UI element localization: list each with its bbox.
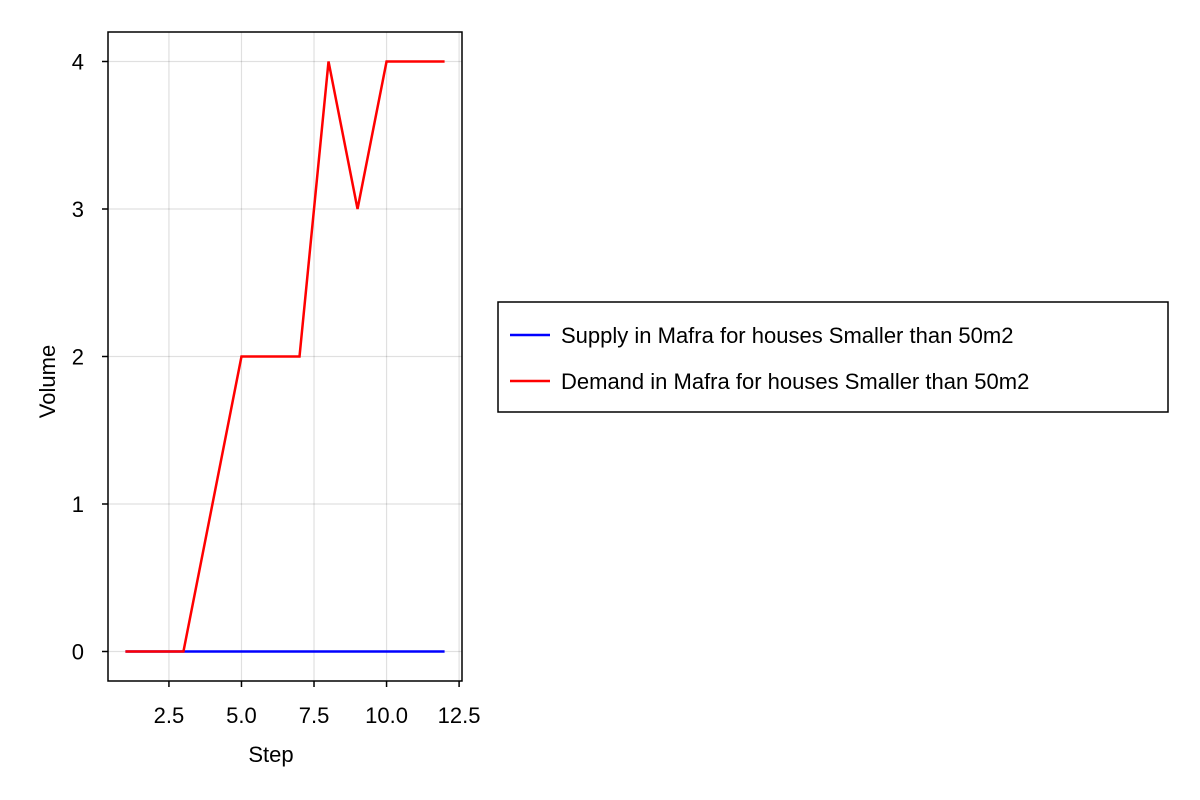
x-tick-label: 5.0 [226,703,257,728]
x-tick-label: 7.5 [299,703,330,728]
x-axis: 2.5 5.0 7.5 10.0 12.5 [154,681,481,728]
legend-items: Supply in Mafra for houses Smaller than … [510,323,1029,394]
y-tick-label: 1 [72,492,84,517]
legend-label: Demand in Mafra for houses Smaller than … [561,369,1029,394]
legend-label: Supply in Mafra for houses Smaller than … [561,323,1013,348]
legend: Supply in Mafra for houses Smaller than … [497,301,1169,413]
y-tick-label: 0 [72,640,84,665]
y-tick-label: 3 [72,197,84,222]
y-axis-title: Volume [35,345,60,418]
x-tick-label: 12.5 [438,703,481,728]
x-tick-label: 2.5 [154,703,185,728]
series-line-demand [125,60,445,653]
x-axis-title: Step [248,742,293,767]
legend-box [497,301,1169,413]
y-axis: 0 1 2 3 4 [72,50,108,665]
series-layer [125,60,445,653]
y-tick-label: 2 [72,345,84,370]
y-tick-label: 4 [72,50,84,75]
x-tick-label: 10.0 [365,703,408,728]
